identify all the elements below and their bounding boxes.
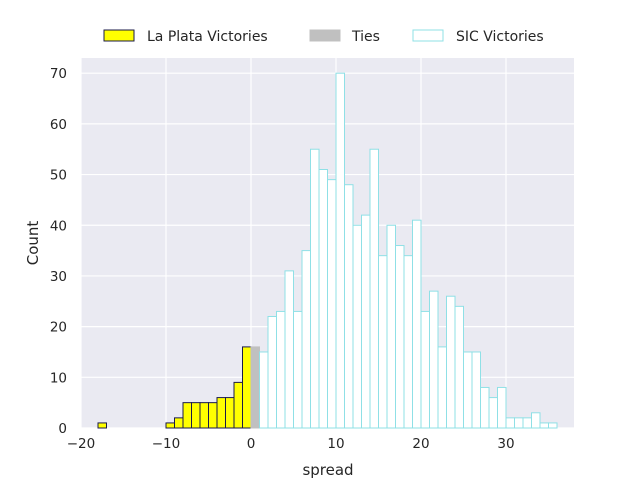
legend-swatch xyxy=(103,29,135,42)
histogram-bar xyxy=(505,417,515,429)
histogram-bar xyxy=(378,255,388,429)
histogram-bar xyxy=(242,346,252,429)
y-tick-label: 0 xyxy=(58,421,67,437)
histogram-bar xyxy=(454,305,464,429)
x-tick-labels: −20 −10 0 10 20 30 xyxy=(67,436,515,452)
histogram-bar xyxy=(361,214,371,429)
histogram-bar xyxy=(318,169,328,429)
y-tick-label: 40 xyxy=(50,218,67,234)
histogram-bar xyxy=(437,346,447,429)
histogram-bar xyxy=(446,295,456,429)
histogram-bar xyxy=(522,417,532,429)
histogram-bar xyxy=(174,417,184,429)
histogram-bar xyxy=(293,310,303,429)
x-tick-label: −20 xyxy=(67,436,96,452)
histogram-bar xyxy=(267,315,277,429)
x-tick-label: 30 xyxy=(497,436,514,452)
histogram-bar xyxy=(165,422,175,429)
histogram-bar xyxy=(420,310,430,429)
legend-swatch xyxy=(309,29,341,42)
histogram-bar xyxy=(471,351,481,429)
series-0-bars xyxy=(97,346,252,429)
y-tick-label: 50 xyxy=(50,168,67,184)
histogram-bar xyxy=(225,397,235,429)
histogram-bar xyxy=(386,224,396,429)
legend-label: Ties xyxy=(351,29,380,45)
x-tick-label: −10 xyxy=(152,436,181,452)
histogram-bar xyxy=(327,179,337,429)
series-2-bars xyxy=(259,72,558,429)
histogram-bar xyxy=(97,422,107,429)
histogram-bar xyxy=(497,386,507,429)
y-tick-label: 70 xyxy=(50,66,67,82)
series-1-bars xyxy=(250,346,260,429)
x-axis-label: spread xyxy=(302,461,353,479)
histogram-bar xyxy=(369,148,379,429)
legend-swatch xyxy=(412,29,444,42)
histogram-bar xyxy=(395,245,405,429)
histogram-bar xyxy=(191,402,201,429)
histogram-bar xyxy=(310,148,320,429)
y-tick-label: 30 xyxy=(50,269,67,285)
histogram-bar xyxy=(429,290,439,429)
y-tick-label: 60 xyxy=(50,117,67,133)
histogram-bar xyxy=(335,72,345,429)
histogram-bar xyxy=(199,402,209,429)
histogram-bar xyxy=(259,351,269,429)
histogram-bar xyxy=(233,381,243,429)
histogram-bar xyxy=(352,224,362,429)
x-tick-label: 20 xyxy=(412,436,429,452)
histogram-bar xyxy=(276,310,286,429)
legend-label: SIC Victories xyxy=(456,29,544,45)
histogram-bar xyxy=(403,255,413,429)
legend-label: La Plata Victories xyxy=(147,29,268,45)
histogram-bar xyxy=(531,412,541,429)
histogram-bar xyxy=(301,250,311,429)
x-tick-label: 10 xyxy=(327,436,344,452)
histogram-bar xyxy=(284,270,294,429)
histogram-bar xyxy=(488,397,498,429)
histogram-bar xyxy=(548,422,558,429)
histogram-bar xyxy=(182,402,192,429)
histogram-bar xyxy=(216,397,226,429)
histogram-bars xyxy=(97,72,558,429)
x-tick-label: 0 xyxy=(247,436,256,452)
y-axis-label: Count xyxy=(24,221,42,266)
histogram-bar xyxy=(539,422,549,429)
histogram-bar xyxy=(250,346,260,429)
histogram-bar xyxy=(463,351,473,429)
histogram-bar xyxy=(514,417,524,429)
legend: La Plata Victories Ties SIC Victories xyxy=(103,29,544,45)
histogram-bar xyxy=(344,184,354,429)
y-tick-label: 10 xyxy=(50,370,67,386)
y-tick-labels: 0 10 20 30 40 50 60 70 xyxy=(50,66,67,437)
histogram-bar xyxy=(208,402,218,429)
y-tick-label: 20 xyxy=(50,320,67,336)
histogram-bar xyxy=(412,219,422,429)
histogram-bar xyxy=(480,386,490,429)
